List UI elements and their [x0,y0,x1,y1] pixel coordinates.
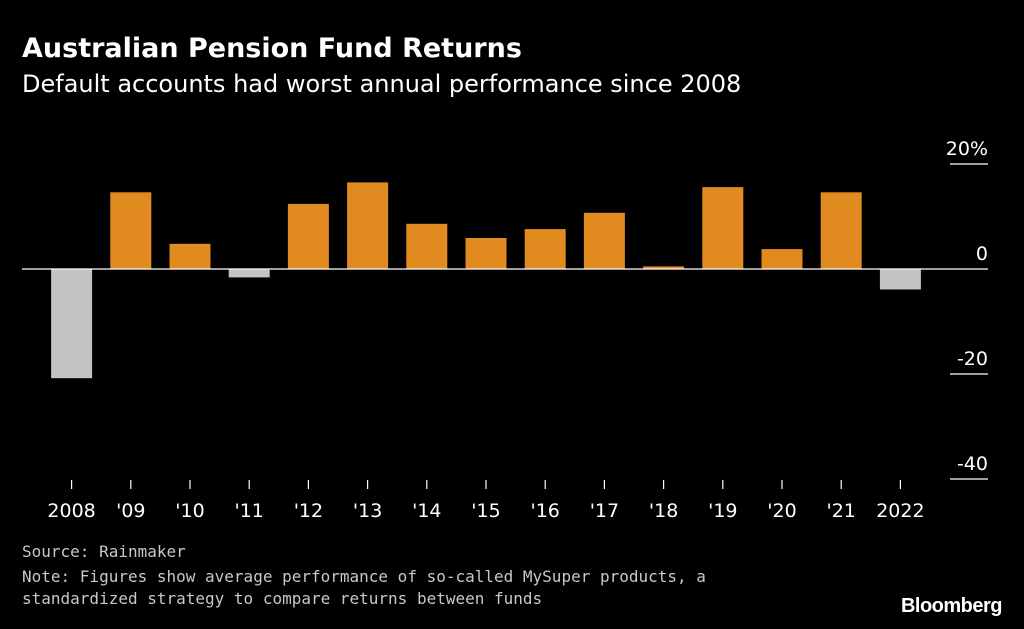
x-tick-label-5: '13 [353,500,382,522]
y-tick-label-1: 0 [976,243,988,265]
x-tick-label-4: '12 [294,500,323,522]
x-tick-label-13: '21 [826,500,855,522]
bar-0 [51,269,93,379]
bar-1 [110,192,152,269]
x-tick-label-14: 2022 [876,500,924,522]
x-tick-label-1: '09 [116,500,145,522]
bar-10 [643,266,685,269]
bar-3 [228,269,270,278]
bar-8 [524,229,566,269]
bar-5 [347,182,389,269]
y-tick-label-2: -20 [957,348,988,370]
bloomberg-logo: Bloomberg [900,595,1003,617]
x-tick-label-12: '20 [767,500,796,522]
note-line-2: standardized strategy to compare returns… [22,589,543,608]
x-tick-label-6: '14 [412,500,441,522]
bar-14 [879,269,921,290]
bar-6 [406,223,448,269]
note-text: Note: Figures show average performance o… [22,566,706,610]
x-tick-label-9: '17 [590,500,619,522]
note-line-1: Note: Figures show average performance o… [22,567,706,586]
bar-9 [583,212,625,269]
bar-2 [169,243,211,269]
x-tick-label-10: '18 [649,500,678,522]
bar-13 [820,192,862,269]
chart-subtitle: Default accounts had worst annual perfor… [22,70,742,98]
x-tick-label-8: '16 [530,500,559,522]
y-tick-label-3: -40 [957,453,988,475]
x-tick-label-11: '19 [708,500,737,522]
y-tick-label-0: 20% [946,138,988,160]
source-text: Source: Rainmaker [22,542,186,561]
x-tick-label-2: '10 [175,500,204,522]
bar-12 [761,249,803,269]
x-tick-label-7: '15 [471,500,500,522]
bar-chart: 20% 0 -20 -40 2008 '09 '10 '11 '12 '13 '14 '15 '16 '1… [22,138,988,522]
x-tick-label-0: 2008 [47,500,95,522]
bar-7 [465,238,507,269]
bar-11 [702,187,744,269]
bar-4 [287,203,329,269]
x-tick-label-3: '11 [234,500,263,522]
chart-title: Australian Pension Fund Returns [22,33,522,64]
